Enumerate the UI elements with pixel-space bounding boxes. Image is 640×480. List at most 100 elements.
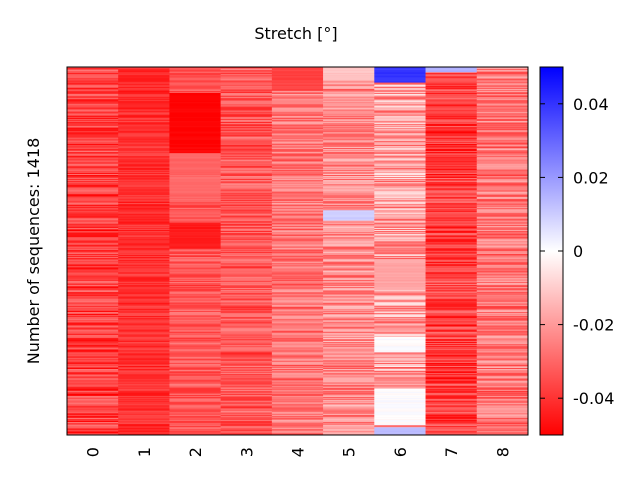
heatmap-cell (425, 315, 478, 317)
heatmap-cell (67, 405, 119, 407)
heatmap-cell (476, 123, 529, 125)
heatmap-cell (271, 128, 324, 130)
heatmap-cell (271, 370, 324, 372)
heatmap-cell (425, 237, 478, 239)
heatmap-cell (220, 410, 273, 412)
heatmap-cell (476, 319, 529, 321)
heatmap-cell (118, 275, 170, 277)
heatmap-cell (271, 300, 324, 302)
heatmap-cell (67, 91, 119, 94)
heatmap-cell (374, 296, 426, 298)
heatmap-cell (118, 229, 170, 232)
heatmap-cell (118, 143, 170, 146)
heatmap-cell (374, 247, 426, 249)
heatmap-cell (374, 319, 426, 321)
heatmap-cell (169, 181, 221, 183)
heatmap-cell (67, 88, 119, 91)
heatmap-cell (220, 310, 273, 313)
heatmap-cell (323, 372, 375, 374)
heatmap-cell (425, 228, 478, 231)
heatmap-cell (374, 169, 426, 172)
heatmap-cell (118, 325, 170, 327)
heatmap-cell (323, 197, 375, 200)
heatmap-cell (67, 268, 119, 270)
heatmap-cell (374, 176, 426, 178)
heatmap-cell (374, 409, 426, 411)
heatmap-cell (67, 240, 119, 242)
heatmap-cell (374, 414, 426, 417)
heatmap-cell (271, 235, 324, 237)
heatmap-cell (425, 409, 478, 411)
heatmap-cell (425, 323, 478, 325)
heatmap-cell (118, 147, 170, 150)
heatmap-cell (476, 218, 529, 220)
heatmap-cell (118, 97, 170, 99)
heatmap-cell (323, 141, 375, 144)
heatmap-cell (169, 374, 221, 376)
heatmap-cell (271, 83, 324, 85)
heatmap-cell (220, 390, 273, 393)
heatmap-cell (425, 380, 478, 382)
heatmap-cell (220, 333, 273, 336)
heatmap-cell (425, 179, 478, 181)
heatmap-cell (169, 100, 221, 102)
heatmap-cell (67, 213, 119, 215)
heatmap-cell (118, 288, 170, 290)
heatmap-cell (374, 270, 426, 272)
heatmap-cell (425, 139, 478, 142)
heatmap-cell (118, 260, 170, 262)
heatmap-cell (118, 222, 170, 225)
heatmap-cell (374, 412, 426, 415)
heatmap-cell (425, 216, 478, 218)
heatmap-cell (220, 347, 273, 349)
heatmap-cell (374, 112, 426, 115)
heatmap-cell (118, 72, 170, 74)
heatmap-cell (323, 98, 375, 100)
heatmap-cell (67, 348, 119, 350)
heatmap-cell (220, 376, 273, 378)
heatmap-cell (323, 202, 375, 205)
heatmap-cell (425, 392, 478, 395)
heatmap-cell (476, 429, 529, 431)
heatmap-cell (271, 113, 324, 116)
heatmap-cell (169, 288, 221, 290)
heatmap-cell (425, 72, 478, 74)
heatmap-cell (220, 415, 273, 418)
heatmap-cell (374, 375, 426, 377)
heatmap-cell (67, 197, 119, 200)
heatmap-cell (271, 382, 324, 384)
heatmap-cell (476, 338, 529, 341)
heatmap-cell (67, 417, 119, 420)
heatmap-cell (271, 180, 324, 182)
heatmap-cell (476, 101, 529, 103)
heatmap-cell (118, 373, 170, 375)
heatmap-cell (323, 143, 375, 146)
heatmap-cell (271, 160, 324, 162)
heatmap-cell (271, 145, 324, 148)
heatmap-cell (169, 274, 221, 276)
heatmap-cell (118, 240, 170, 242)
heatmap-cell (323, 145, 375, 148)
heatmap-cell (323, 253, 375, 256)
heatmap-cell (220, 238, 273, 240)
heatmap-cell (169, 352, 221, 354)
heatmap-cell (476, 197, 529, 200)
heatmap-cell (476, 135, 529, 137)
heatmap-cell (374, 147, 426, 150)
heatmap-cell (374, 93, 426, 96)
heatmap-cell (220, 423, 273, 425)
heatmap-cell (118, 359, 170, 362)
heatmap-cell (67, 432, 119, 434)
heatmap-cell (425, 373, 478, 375)
heatmap-cell (271, 141, 324, 144)
heatmap-cell (271, 184, 324, 186)
heatmap-cell (425, 287, 478, 289)
heatmap-cell (169, 376, 221, 378)
heatmap-cell (118, 129, 170, 131)
heatmap-cell (271, 367, 324, 369)
heatmap-cell (476, 193, 529, 195)
heatmap-cell (271, 269, 324, 271)
heatmap-cell (476, 398, 529, 400)
heatmap-cell (476, 216, 529, 218)
heatmap-cell (476, 422, 529, 424)
